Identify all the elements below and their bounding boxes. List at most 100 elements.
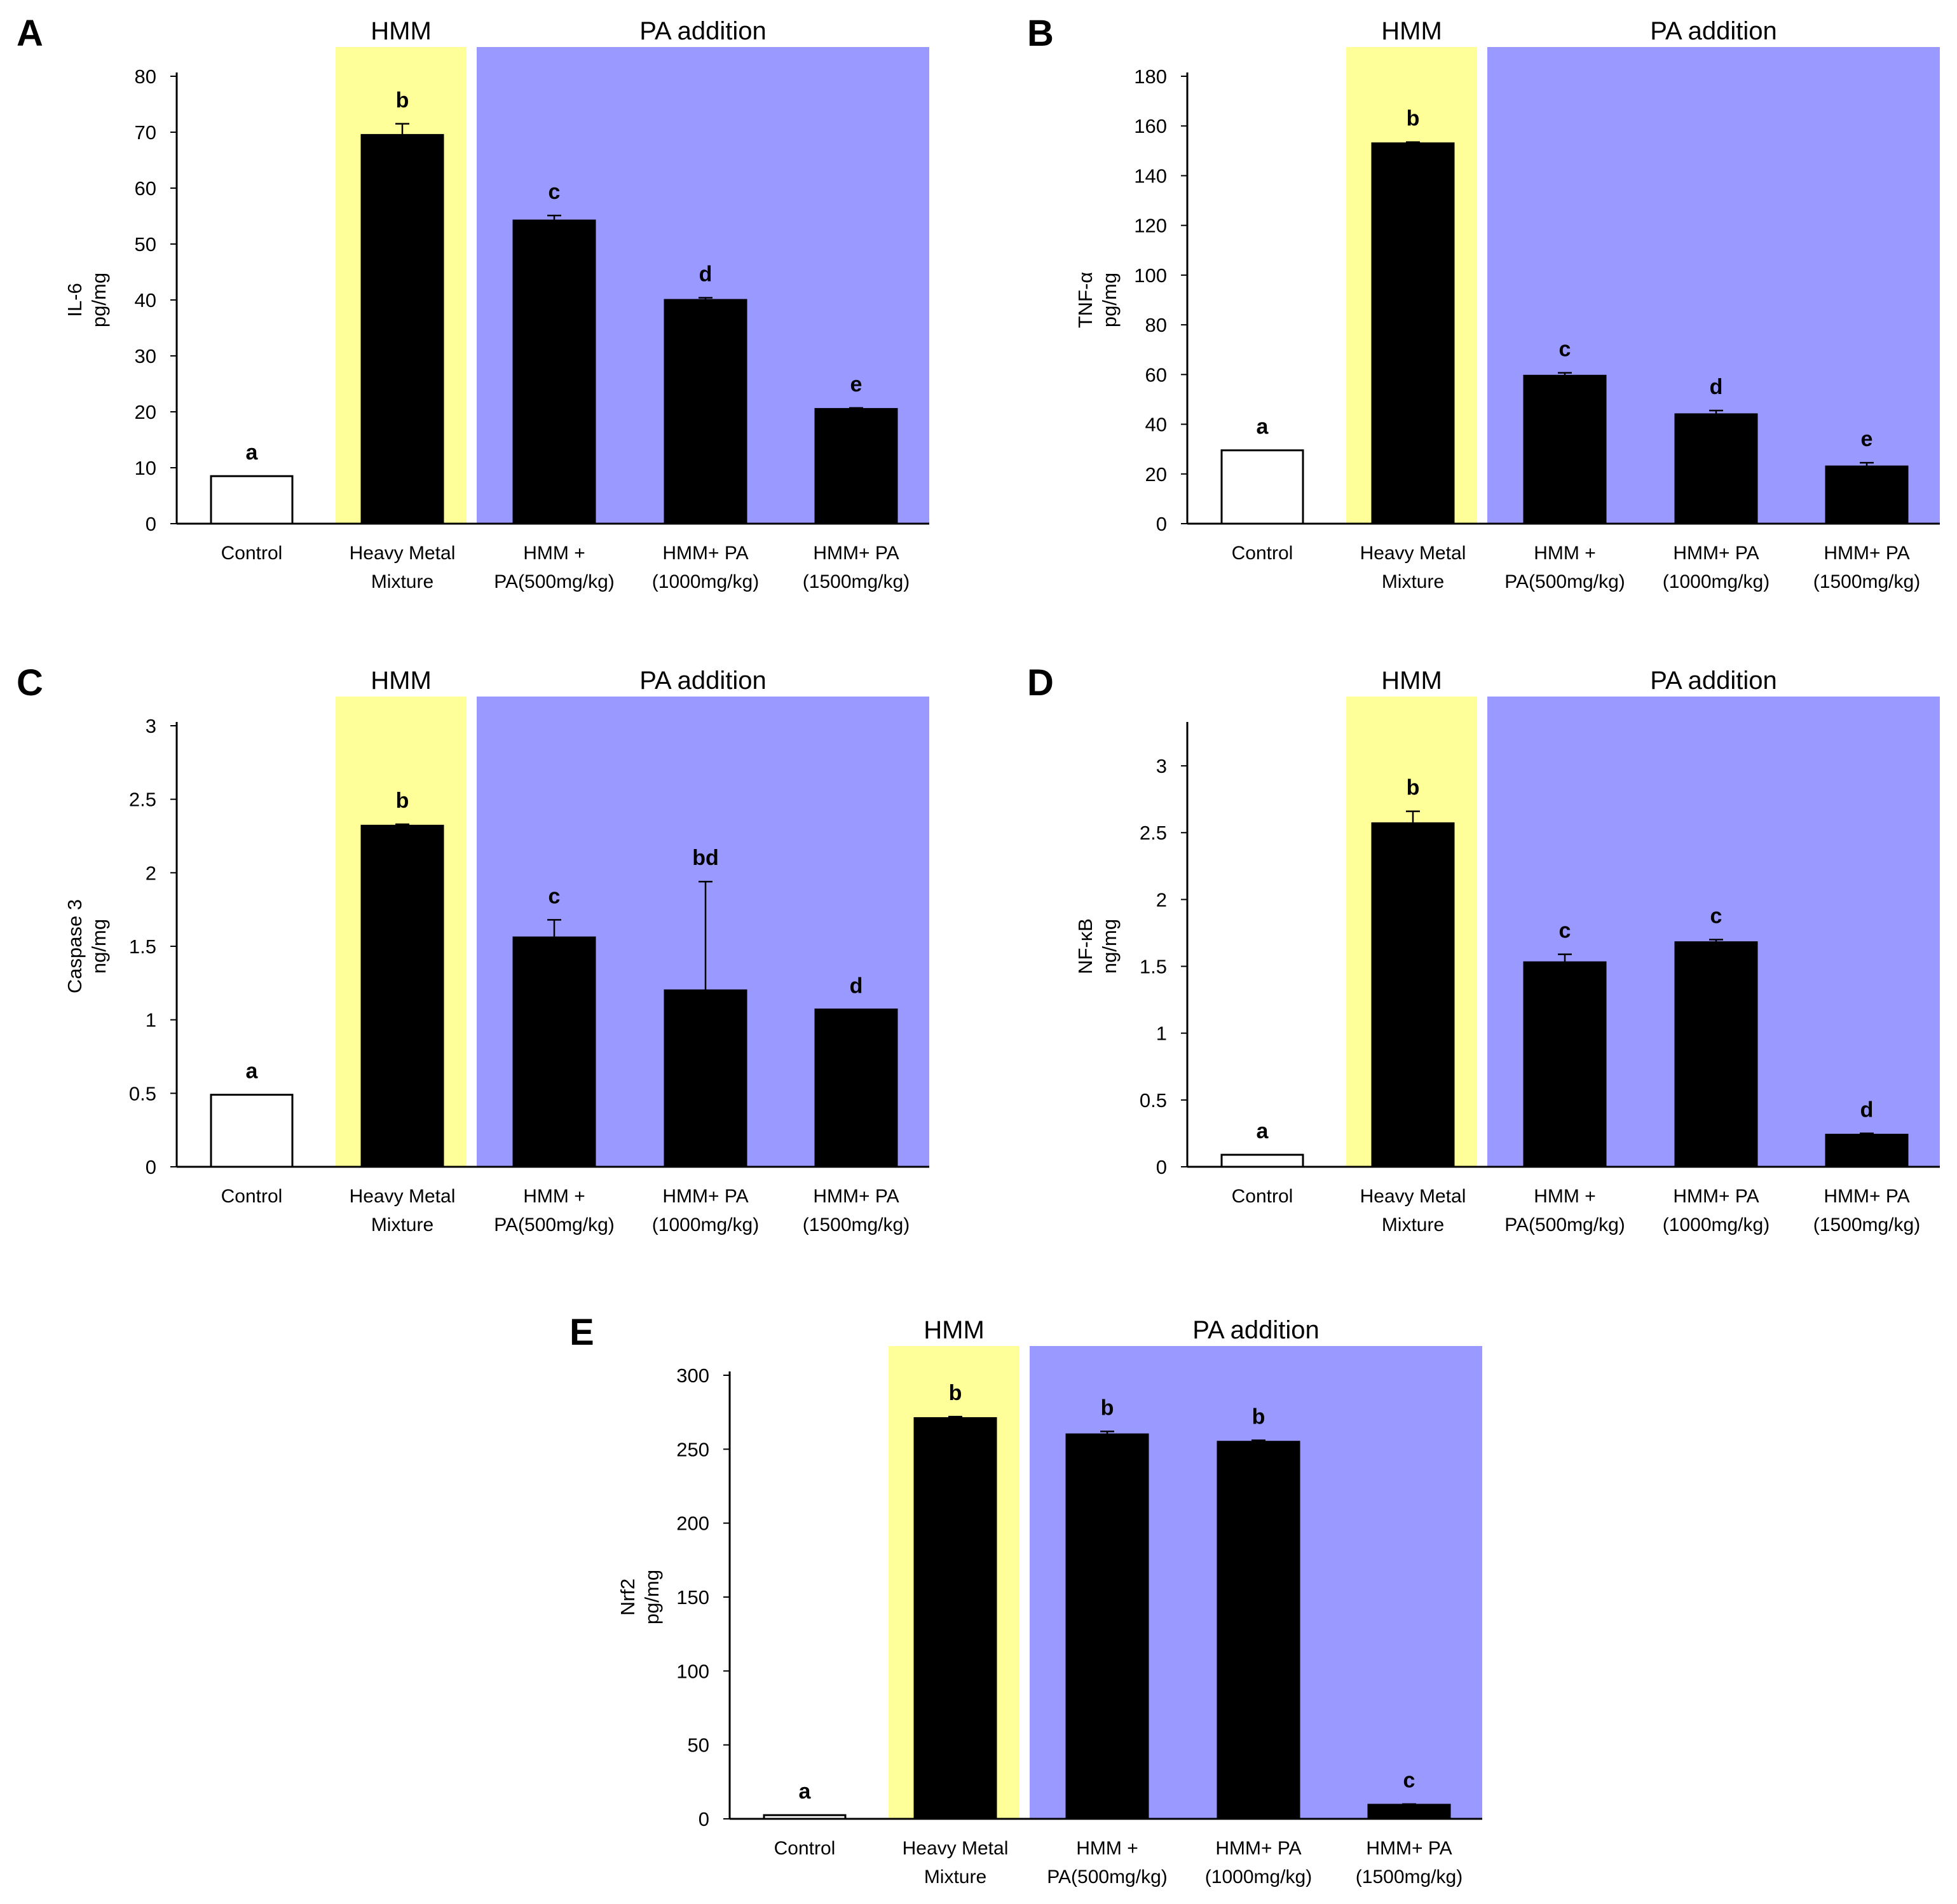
significance-label: d [1710, 375, 1723, 399]
y-axis-label-line: pg/mg [88, 273, 110, 327]
y-tick-label: 80 [135, 65, 156, 88]
category-label-line: Heavy Metal [1360, 543, 1466, 564]
y-tick-label: 2 [1156, 888, 1167, 911]
category-label: HMM + PA(500mg/kg) [494, 543, 615, 592]
category-label: Heavy Metal Mixture [350, 543, 456, 592]
y-tick-label: 2.5 [129, 789, 156, 811]
y-tick-label: 3 [1156, 755, 1167, 777]
significance-label: c [549, 884, 561, 908]
hmm-band-label: HMM [371, 667, 432, 695]
category-label: Heavy Metal Mixture [350, 1186, 456, 1235]
pa-band-label: PA addition [1650, 667, 1776, 695]
y-axis-label: NF-κBng/mg [1074, 918, 1121, 974]
category-label-line: Control [1232, 1186, 1293, 1207]
significance-label: a [799, 1779, 812, 1804]
hmm-band-label: HMM [924, 1316, 985, 1344]
category-label-line: PA(500mg/kg) [494, 571, 615, 592]
significance-label: b [1252, 1404, 1265, 1429]
category-label-line: Heavy Metal [350, 1186, 456, 1207]
y-tick-label: 300 [676, 1364, 709, 1387]
bar [512, 936, 596, 1168]
category-label-line: HMM+ PA [1673, 543, 1759, 564]
significance-label: b [949, 1381, 962, 1405]
category-label: Control [774, 1838, 836, 1859]
category-label-line: (1500mg/kg) [1356, 1867, 1463, 1887]
bar [360, 824, 444, 1168]
bar [210, 475, 294, 525]
y-tick-label: 1.5 [129, 935, 156, 958]
category-label: HMM+ PA (1000mg/kg) [1205, 1838, 1312, 1887]
bar [1674, 941, 1758, 1168]
y-axis-label: Nrf2pg/mg [617, 1570, 663, 1624]
bar [360, 133, 444, 525]
y-tick-label: 40 [1145, 414, 1167, 436]
y-tick-label: 20 [135, 401, 156, 423]
significance-label: d [850, 974, 863, 998]
y-tick-label: 100 [1134, 264, 1167, 287]
pa-band-label: PA addition [639, 667, 766, 695]
category-label: Heavy Metal Mixture [1360, 1186, 1466, 1235]
category-label-line: HMM+ PA [1366, 1838, 1452, 1859]
pa-band-label: PA addition [1650, 17, 1776, 45]
category-label-line: Mixture [924, 1867, 986, 1887]
significance-label: c [1559, 337, 1571, 362]
bar [512, 219, 596, 525]
y-tick-label: 250 [676, 1438, 709, 1460]
bar [1371, 822, 1455, 1168]
y-axis-label-line: pg/mg [1098, 273, 1121, 327]
y-tick-label: 1 [1156, 1023, 1167, 1045]
category-label-line: PA(500mg/kg) [1504, 1214, 1625, 1235]
category-label-line: (1000mg/kg) [1663, 1214, 1769, 1235]
y-tick-label: 120 [1134, 215, 1167, 237]
panel-letter: D [1027, 662, 1054, 704]
category-label-line: Heavy Metal [903, 1838, 1009, 1859]
bar [1371, 142, 1455, 525]
category-label-line: HMM + [1076, 1838, 1138, 1859]
category-label: HMM + PA(500mg/kg) [1504, 543, 1625, 592]
category-label-line: HMM+ PA [1824, 1186, 1909, 1207]
bar [210, 1094, 294, 1168]
category-label: HMM+ PA (1500mg/kg) [803, 1186, 910, 1235]
significance-label: b [1407, 107, 1420, 131]
category-label: HMM+ PA (1000mg/kg) [652, 543, 759, 592]
y-tick-label: 20 [1145, 463, 1167, 486]
panel-letter: A [17, 13, 43, 54]
bar [1825, 1134, 1909, 1168]
category-label-line: HMM+ PA [813, 543, 899, 564]
category-label: Control [1232, 543, 1293, 564]
y-axis-label-line: TNF-α [1074, 272, 1096, 329]
panel-d: HMM PA addition D 0 0.5 1 1.5 2 2.5 3 NF-κBng/mg a C… [1027, 662, 1940, 1235]
y-tick-label: 2 [146, 862, 156, 884]
significance-label: e [1861, 427, 1873, 451]
bar [664, 299, 747, 525]
y-tick-label: 180 [1134, 65, 1167, 88]
hmm-band-label: HMM [1381, 667, 1442, 695]
y-axis-label-line: ng/mg [88, 919, 110, 974]
y-tick-label: 60 [135, 177, 156, 200]
pa-band-label: PA addition [1192, 1316, 1319, 1344]
bar [1523, 374, 1607, 525]
bar [664, 989, 747, 1168]
panel-b: HMM PA addition B 0 20 40 60 80 100 120 140 160 180 T… [1027, 13, 1940, 592]
significance-label: c [1710, 904, 1722, 928]
y-tick-label: 0 [146, 513, 156, 535]
category-label-line: PA(500mg/kg) [494, 1214, 615, 1235]
y-axis-label-line: Nrf2 [617, 1579, 639, 1616]
hmm-band-label: HMM [1381, 17, 1442, 45]
category-label: HMM+ PA (1000mg/kg) [1663, 543, 1769, 592]
category-label-line: (1000mg/kg) [1663, 571, 1769, 592]
category-label-line: (1500mg/kg) [803, 1214, 910, 1235]
category-label-line: HMM+ PA [662, 543, 748, 564]
category-label: HMM+ PA (1000mg/kg) [1663, 1186, 1769, 1235]
hmm-band-label: HMM [371, 17, 432, 45]
significance-label: bd [692, 846, 719, 870]
category-label-line: (1000mg/kg) [652, 1214, 759, 1235]
category-label: HMM+ PA (1500mg/kg) [1813, 1186, 1920, 1235]
pa-band-label: PA addition [639, 17, 766, 45]
bar [913, 1417, 997, 1820]
category-label-line: (1500mg/kg) [803, 571, 910, 592]
category-label: HMM+ PA (1000mg/kg) [652, 1186, 759, 1235]
category-label-line: HMM+ PA [1215, 1838, 1301, 1859]
category-label: HMM+ PA (1500mg/kg) [1813, 543, 1920, 592]
y-tick-label: 0 [1156, 513, 1167, 535]
